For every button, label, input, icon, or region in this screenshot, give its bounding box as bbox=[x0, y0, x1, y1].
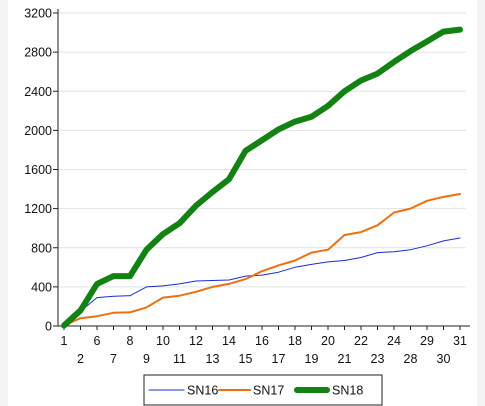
y-axis-ticks: 0 400 800 1200 1600 2000 2400 2800 3200 bbox=[24, 7, 58, 334]
x-tick-label-12: 12 bbox=[189, 334, 203, 348]
y-tick-label-1200: 1200 bbox=[24, 202, 52, 216]
x-tick-label-24: 24 bbox=[387, 334, 401, 348]
gridlines bbox=[58, 12, 466, 288]
axes bbox=[57, 9, 470, 327]
legend-label-sn17: SN17 bbox=[253, 384, 284, 398]
legend: SN16 SN17 SN18 bbox=[143, 374, 383, 406]
x-tick-label-31: 31 bbox=[453, 334, 467, 348]
x-tick-label-15: 15 bbox=[239, 352, 253, 366]
x-tick-label-2: 2 bbox=[77, 352, 84, 366]
x-axis-ticks: 1267891011121314151617181920212223242829… bbox=[61, 326, 467, 366]
y-tick-label-2000: 2000 bbox=[24, 124, 52, 138]
legend-label-sn16: SN16 bbox=[187, 384, 218, 398]
x-tick-label-9: 9 bbox=[143, 352, 150, 366]
x-tick-label-20: 20 bbox=[321, 334, 335, 348]
series-line-sn18 bbox=[61, 26, 463, 329]
plot-area bbox=[8, 0, 477, 406]
x-tick-label-13: 13 bbox=[206, 352, 220, 366]
x-tick-label-19: 19 bbox=[305, 352, 319, 366]
legend-label-sn18: SN18 bbox=[332, 384, 363, 398]
series-lines bbox=[61, 26, 463, 329]
series-line-sn17 bbox=[63, 193, 461, 327]
x-tick-label-7: 7 bbox=[110, 352, 117, 366]
x-tick-label-11: 11 bbox=[173, 352, 186, 366]
x-tick-label-29: 29 bbox=[420, 334, 434, 348]
x-tick-label-22: 22 bbox=[354, 334, 368, 348]
y-tick-label-2800: 2800 bbox=[24, 46, 52, 60]
y-tick-label-400: 400 bbox=[31, 280, 52, 294]
series-line-sn16 bbox=[63, 237, 461, 326]
x-tick-label-21: 21 bbox=[338, 352, 352, 366]
x-tick-label-28: 28 bbox=[404, 352, 418, 366]
x-tick-label-1: 1 bbox=[61, 334, 68, 348]
x-tick-label-6: 6 bbox=[94, 334, 101, 348]
x-tick-label-23: 23 bbox=[371, 352, 385, 366]
x-tick-label-8: 8 bbox=[127, 334, 134, 348]
x-tick-label-30: 30 bbox=[437, 352, 451, 366]
y-tick-label-0: 0 bbox=[45, 320, 52, 334]
x-tick-label-17: 17 bbox=[272, 352, 286, 366]
y-tick-label-3200: 3200 bbox=[24, 7, 52, 21]
x-tick-label-16: 16 bbox=[255, 334, 269, 348]
x-tick-label-18: 18 bbox=[288, 334, 302, 348]
x-tick-label-14: 14 bbox=[222, 334, 236, 348]
y-tick-label-2400: 2400 bbox=[24, 85, 52, 99]
x-tick-label-10: 10 bbox=[156, 334, 170, 348]
y-tick-label-800: 800 bbox=[31, 241, 52, 255]
y-tick-label-1600: 1600 bbox=[24, 163, 52, 177]
